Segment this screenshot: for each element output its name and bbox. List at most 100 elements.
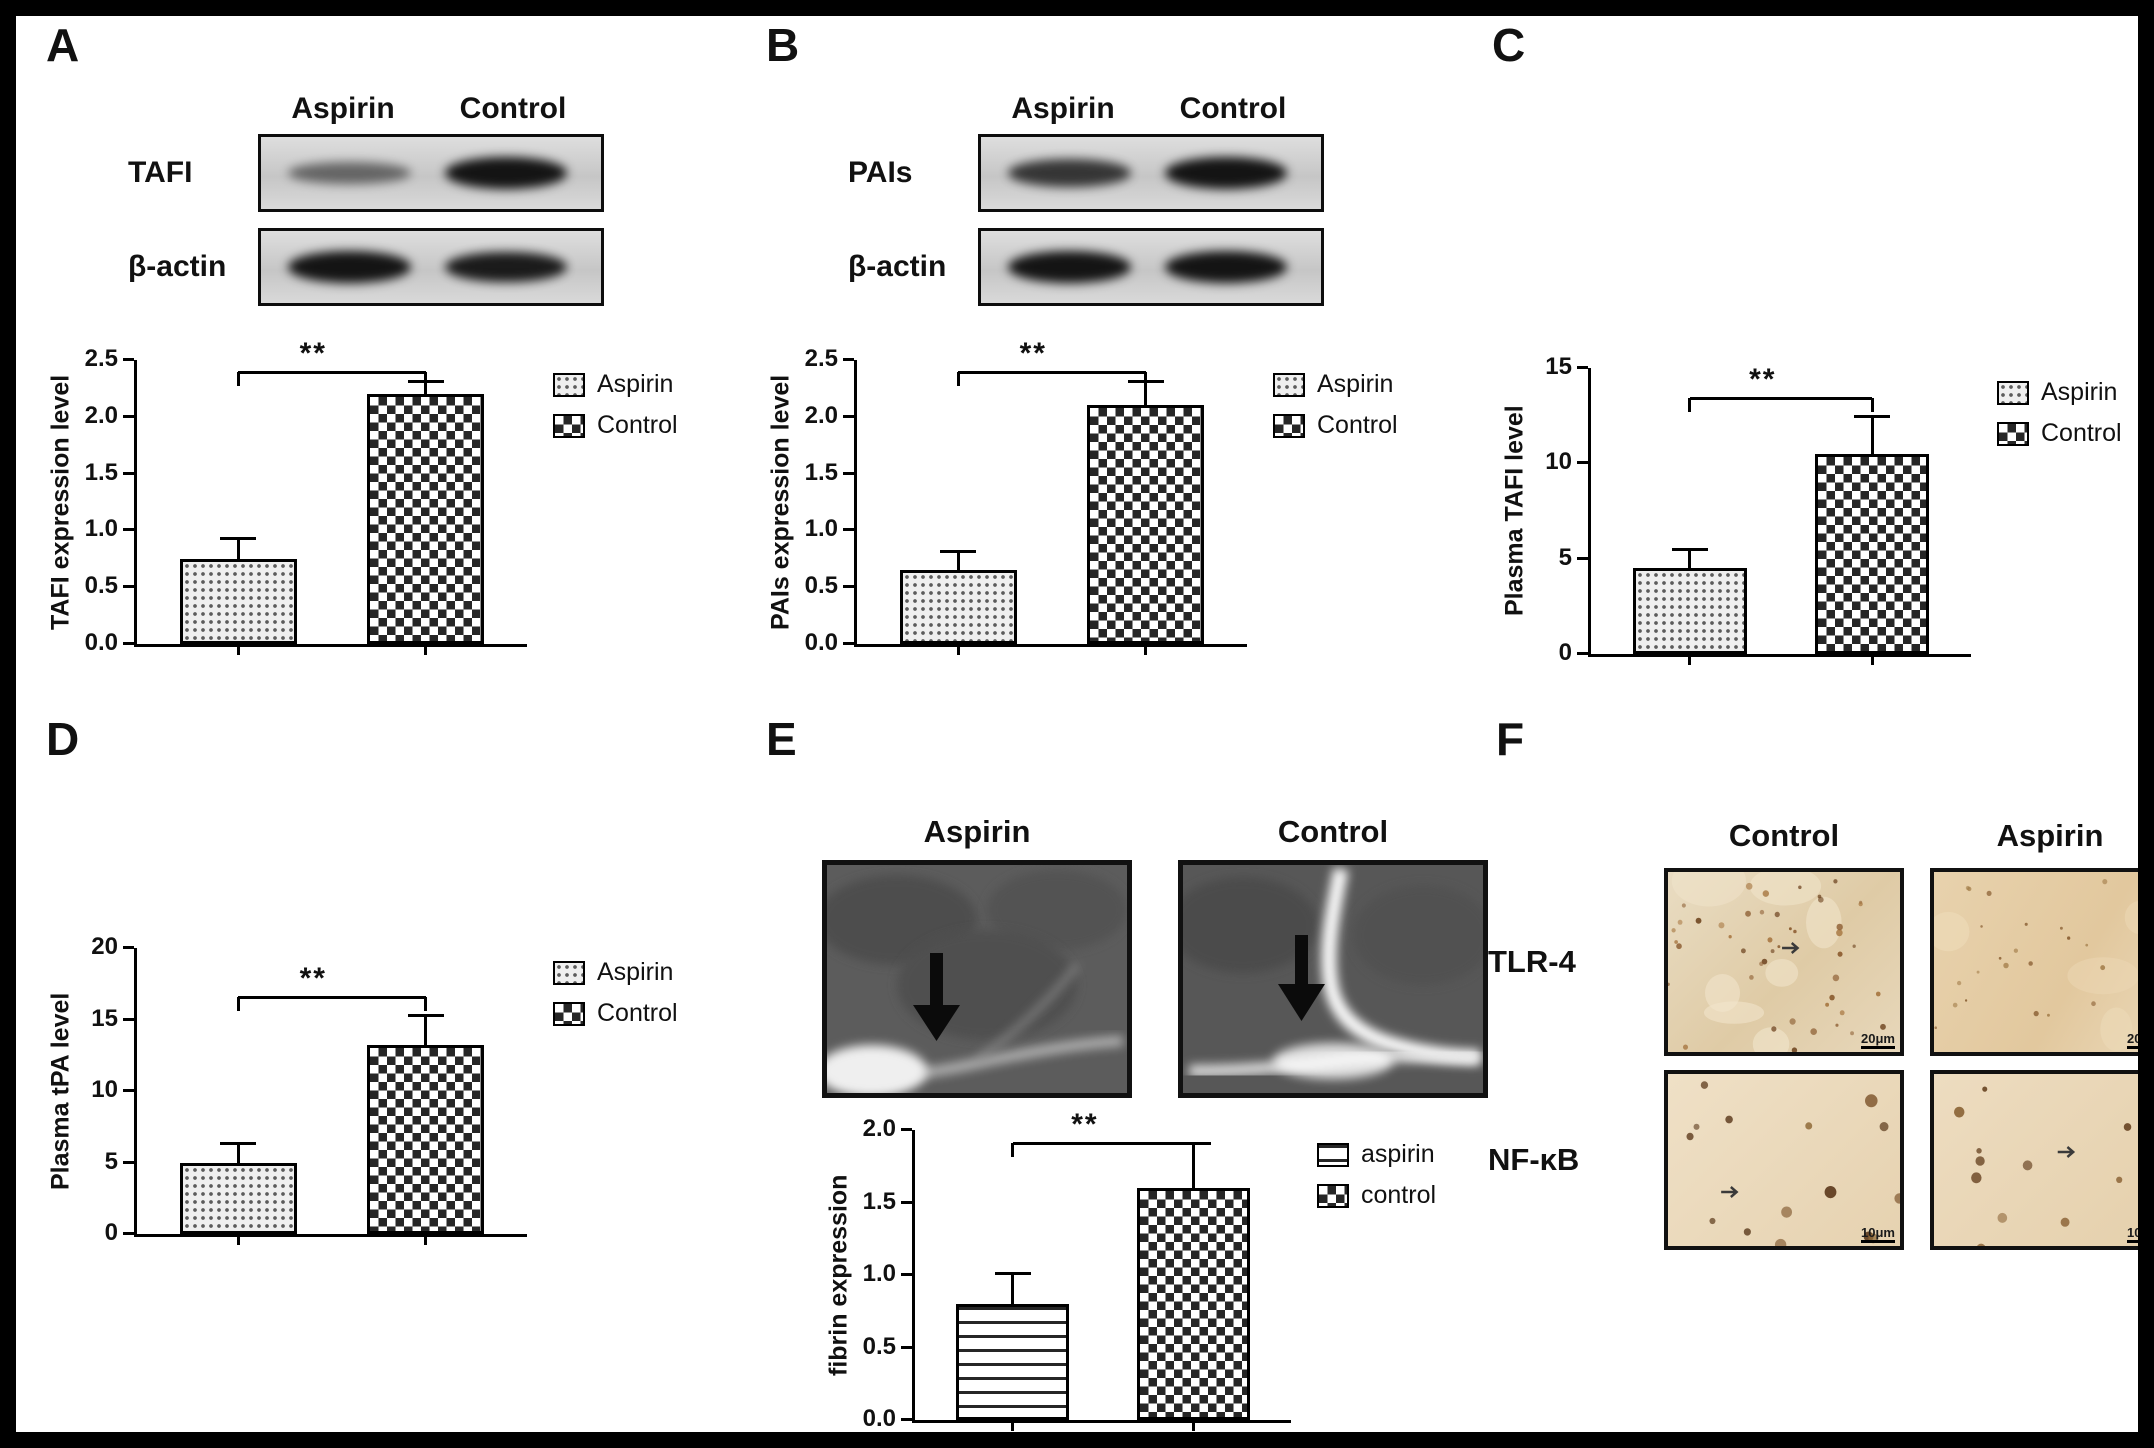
western-blot-A: Aspirin Control TAFI β-actin: [108, 92, 728, 306]
bar-chart-E: fibrin expression 0.0 0.5 1.0 1.5 2.0 ** aspiri…: [822, 1108, 1482, 1431]
y-axis: 0 5 10 15: [1532, 355, 1588, 665]
error-bar-cap: [940, 550, 977, 554]
plot-area: **: [1588, 363, 1971, 665]
stain-dot: [1982, 1086, 1988, 1092]
significance-bracket-end: [1870, 398, 1874, 413]
x-axis-tick: [236, 647, 240, 655]
stain-dot: [1879, 1122, 1889, 1132]
angiogram-control-image: [1178, 860, 1488, 1098]
panel-A: A Aspirin Control TAFI β-actin TAFI express…: [38, 22, 728, 655]
stain-dot: [1967, 886, 1972, 892]
legend-label: Control: [597, 411, 678, 439]
y-tick-mark: [123, 471, 134, 475]
y-axis: 0.0 0.5 1.0 1.5 2.0: [856, 1117, 912, 1431]
plot-area: **: [134, 337, 527, 655]
stain-dot: [1682, 1044, 1689, 1050]
blot-lane-labels: Aspirin Control: [978, 92, 1318, 126]
significance-bracket-end: [1688, 398, 1692, 413]
y-tick-mark: [843, 585, 854, 589]
legend-label: Aspirin: [2041, 378, 2118, 406]
stain-dot: [2123, 1123, 2132, 1131]
y-tick-label: 15: [1545, 353, 1572, 380]
y-tick-label: 10: [91, 1076, 118, 1103]
blot-lane-label: Control: [1179, 92, 1287, 125]
legend-item: Aspirin: [1997, 378, 2122, 407]
y-tick-label: 1.5: [862, 1187, 896, 1215]
stain-dot: [1850, 1031, 1854, 1036]
stain-dot: [1791, 1047, 1798, 1052]
y-tick-label: 2.5: [804, 345, 838, 372]
panel-E-letter: E: [766, 713, 797, 765]
plot-area: **: [134, 948, 527, 1245]
blot-lane-labels: Aspirin Control: [258, 92, 598, 126]
bar-aspirin: [1632, 568, 1747, 654]
ihc-nfkb-control-stains: [1686, 1081, 1900, 1246]
scale-bar-label: 20μm: [1861, 1031, 1895, 1049]
y-tick-mark: [1577, 556, 1588, 560]
error-bar-stem: [236, 1145, 240, 1165]
legend-label: Aspirin: [597, 370, 674, 398]
error-bar-cap: [407, 1013, 444, 1017]
tissue-cell: [1765, 959, 1799, 987]
error-bar-stem: [1191, 1144, 1195, 1190]
y-tick-mark: [843, 471, 854, 475]
panel-E: E Aspirin: [758, 713, 1488, 1431]
legend-label: Aspirin: [1317, 370, 1394, 398]
stain-dot: [1668, 982, 1670, 986]
angiogram-row: Aspirin Control: [822, 814, 1488, 1098]
stain-dot: [1767, 937, 1773, 943]
legend-item: Aspirin: [553, 370, 678, 399]
significance-bracket-end: [956, 372, 960, 387]
y-tick-mark: [123, 946, 134, 949]
ihc-nfkb-aspirin-stains: [1954, 1086, 2132, 1246]
legend-swatch-aspirin: [1997, 380, 2029, 405]
y-tick-label: 5: [1558, 543, 1572, 571]
error-bar-cap: [220, 536, 257, 540]
x-axis-tick: [1191, 1423, 1195, 1431]
stain-dot: [1759, 909, 1765, 915]
blot-lane-label: Aspirin: [1011, 92, 1115, 125]
legend-item: control: [1317, 1181, 1436, 1210]
stain-dot: [1833, 879, 1838, 884]
bar-aspirin: [179, 558, 297, 644]
significance-bracket-end: [1011, 1142, 1015, 1157]
stain-dot: [1762, 890, 1770, 897]
stain-dot: [1788, 927, 1792, 931]
scale-bar-label: 10μm: [2127, 1225, 2138, 1243]
stain-dot: [1774, 911, 1780, 918]
stain-dot: [1740, 948, 1746, 954]
y-tick-label: 0.5: [862, 1332, 896, 1360]
legend-swatch-control: [1997, 421, 2029, 446]
y-tick-mark: [1577, 366, 1588, 369]
angiogram-control: Control: [1178, 814, 1488, 1098]
ihc-image-nfkb-aspirin: 10μm: [1930, 1070, 2138, 1250]
y-tick-label: 0.5: [804, 572, 838, 600]
y-tick-label: 0.0: [84, 629, 118, 656]
blot-band: [288, 251, 411, 283]
error-bar-stem: [424, 382, 428, 397]
y-tick-mark: [843, 414, 854, 418]
y-tick-mark: [123, 1089, 134, 1092]
ihc-grid: Control Aspirin TLR-4 20μm 20μm NF-κB 10…: [1488, 818, 2138, 1250]
y-tick-label: 2.5: [84, 345, 118, 372]
panel-C: C Plasma TAFI level 0 5 10 15 ** Aspirin Contro…: [1484, 22, 2138, 665]
ihc-tlr4-control-stains: [1668, 872, 1886, 1052]
stain-dot: [2022, 1160, 2033, 1171]
stain-dot: [1837, 951, 1843, 957]
error-bar-cap: [1854, 414, 1891, 418]
y-tick-label: 0.5: [84, 572, 118, 600]
y-axis: 0.0 0.5 1.0 1.5 2.0 2.5: [798, 347, 854, 655]
stain-dot: [1674, 940, 1678, 944]
y-tick-mark: [843, 358, 854, 361]
y-tick-label: 0: [1558, 639, 1572, 666]
ihc-row-label-tlr4: TLR-4: [1488, 944, 1576, 979]
bar-chart-D: Plasma tPA level 0 5 10 15 20 ** Aspirin Control: [44, 935, 728, 1245]
blot-row: TAFI: [108, 134, 728, 212]
stain-dot: [1771, 1026, 1777, 1032]
y-axis: 0 5 10 15 20: [78, 935, 134, 1245]
blot-lane-label: Control: [459, 92, 567, 125]
stain-dot: [1952, 1002, 1958, 1008]
stain-dot: [1829, 994, 1835, 1001]
stain-dot: [1745, 882, 1753, 890]
tissue-cell: [2124, 901, 2138, 934]
